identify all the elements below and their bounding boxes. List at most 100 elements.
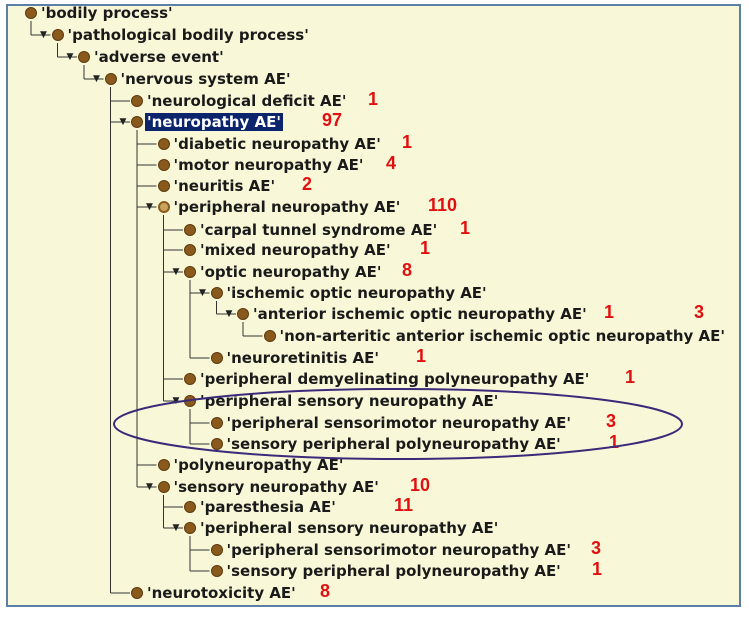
- tree-node[interactable]: 'mixed neuropathy AE': [171, 240, 393, 260]
- tree-node[interactable]: 'neurological deficit AE': [118, 91, 348, 111]
- class-node-icon: [131, 587, 143, 599]
- tree-node[interactable]: 'sensory peripheral polyneuropathy AE': [198, 561, 563, 581]
- expand-toggle-icon[interactable]: ▼: [172, 523, 180, 533]
- expand-toggle-icon[interactable]: ▼: [146, 482, 153, 492]
- class-node-icon: [210, 352, 223, 364]
- tree-node-label[interactable]: 'paresthesia AE': [200, 498, 336, 516]
- class-node-icon: [184, 395, 196, 407]
- class-node-icon: [157, 481, 170, 493]
- tree-node[interactable]: ▼ 'pathological bodily process': [39, 25, 311, 45]
- expand-toggle-icon[interactable]: ▼: [225, 309, 233, 319]
- tree-node-label[interactable]: 'nervous system AE': [120, 70, 291, 88]
- toggle-spacer: [145, 455, 155, 475]
- tree-node-label[interactable]: 'peripheral sensorimotor neuropathy AE': [226, 414, 572, 432]
- tree-node-label[interactable]: 'anterior ischemic optic neuropathy AE': [253, 305, 587, 323]
- toggle-spacer: [145, 176, 155, 196]
- class-node-icon: [157, 159, 170, 171]
- tree-node[interactable]: 'neurotoxicity AE': [118, 583, 298, 603]
- tree-node[interactable]: 'polyneuropathy AE': [145, 455, 346, 475]
- class-node-icon: [210, 565, 223, 577]
- toggle-spacer: [145, 134, 155, 154]
- toggle-spacer: [251, 326, 261, 346]
- tree-node[interactable]: 'sensory peripheral polyneuropathy AE': [198, 434, 563, 454]
- tree-node-label[interactable]: 'neurological deficit AE': [147, 92, 347, 110]
- toggle-spacer: [171, 220, 181, 240]
- class-node-icon: [78, 51, 90, 63]
- toggle-spacer: [171, 369, 181, 389]
- tree-node-label[interactable]: 'mixed neuropathy AE': [200, 241, 391, 259]
- expand-toggle-icon[interactable]: ▼: [119, 117, 127, 127]
- tree-node-label[interactable]: 'optic neuropathy AE': [200, 263, 382, 281]
- expand-toggle-icon[interactable]: ▼: [66, 52, 74, 62]
- tree-node-label[interactable]: 'peripheral sensory neuropathy AE': [200, 519, 499, 537]
- tree-node[interactable]: ▼ 'optic neuropathy AE': [171, 262, 383, 282]
- expand-toggle-icon[interactable]: ▼: [40, 30, 47, 40]
- tree-node[interactable]: 'peripheral sensorimotor neuropathy AE': [198, 540, 574, 560]
- annotation-count: 1: [416, 346, 427, 366]
- tree-node[interactable]: ▼ 'peripheral sensory neuropathy AE': [171, 391, 500, 411]
- annotation-count: 1: [609, 432, 620, 452]
- annotation-count: 3: [591, 538, 602, 558]
- tree-node[interactable]: ▼ 'nervous system AE': [92, 69, 293, 89]
- tree-node[interactable]: 'non-arteritic anterior ischemic optic n…: [251, 326, 727, 346]
- tree-node-label[interactable]: 'adverse event': [94, 48, 224, 66]
- tree-node[interactable]: ▼ 'adverse event': [65, 47, 226, 67]
- tree-node-label[interactable]: 'peripheral sensorimotor neuropathy AE': [226, 541, 572, 559]
- expand-toggle-icon[interactable]: ▼: [199, 288, 206, 298]
- tree-node-label[interactable]: 'ischemic optic neuropathy AE': [226, 284, 487, 302]
- class-node-icon: [157, 180, 170, 192]
- expand-toggle-icon[interactable]: ▼: [146, 202, 153, 212]
- class-node-icon: [237, 308, 249, 320]
- class-node-icon: [263, 330, 276, 342]
- tree-node[interactable]: 'bodily process': [12, 3, 175, 23]
- tree-node[interactable]: 'neuroretinitis AE': [198, 348, 381, 368]
- tree-node-label[interactable]: 'motor neuropathy AE': [173, 156, 364, 174]
- class-node-icon: [104, 73, 117, 85]
- expand-toggle-icon[interactable]: ▼: [172, 267, 180, 277]
- tree-node[interactable]: 'peripheral sensorimotor neuropathy AE': [198, 413, 574, 433]
- tree-node[interactable]: ▼ 'sensory neuropathy AE': [145, 477, 381, 497]
- tree-node[interactable]: ▼ 'peripheral neuropathy AE': [145, 197, 403, 217]
- tree-node[interactable]: 'motor neuropathy AE': [145, 155, 366, 175]
- class-node-icon: [210, 417, 223, 429]
- tree-node-label[interactable]: 'peripheral demyelinating polyneuropathy…: [200, 370, 590, 388]
- toggle-spacer: [171, 240, 181, 260]
- tree-node-label[interactable]: 'non-arteritic anterior ischemic optic n…: [279, 327, 725, 345]
- annotation-count: 1: [460, 218, 471, 238]
- tree-node[interactable]: 'paresthesia AE': [171, 497, 338, 517]
- tree-node-label[interactable]: 'bodily process': [41, 4, 173, 22]
- tree-node[interactable]: 'carpal tunnel syndrome AE': [171, 220, 439, 240]
- tree-node-label[interactable]: 'pathological bodily process': [67, 26, 309, 44]
- tree-node-label[interactable]: 'sensory peripheral polyneuropathy AE': [226, 562, 561, 580]
- class-node-icon: [184, 244, 196, 256]
- tree-node-label[interactable]: 'neuropathy AE': [145, 113, 283, 131]
- annotation-count: 1: [604, 302, 615, 322]
- tree-node-label[interactable]: 'sensory neuropathy AE': [173, 478, 379, 496]
- expand-toggle-icon[interactable]: ▼: [172, 396, 180, 406]
- tree-node[interactable]: 'neuritis AE': [145, 176, 278, 196]
- tree-node-label[interactable]: 'peripheral neuropathy AE': [173, 198, 401, 216]
- tree-node-label[interactable]: 'polyneuropathy AE': [173, 456, 344, 474]
- tree-node-label[interactable]: 'carpal tunnel syndrome AE': [200, 221, 438, 239]
- tree-node-label[interactable]: 'neurotoxicity AE': [147, 584, 296, 602]
- tree-node-label[interactable]: 'neuritis AE': [173, 177, 276, 195]
- class-node-icon: [51, 29, 64, 41]
- tree-node[interactable]: 'peripheral demyelinating polyneuropathy…: [171, 369, 591, 389]
- class-node-icon: [184, 224, 196, 236]
- class-node-icon: [184, 522, 196, 534]
- tree-node-label[interactable]: 'neuroretinitis AE': [226, 349, 379, 367]
- class-node-icon: [157, 138, 170, 150]
- class-node-icon: [210, 287, 223, 299]
- tree-node[interactable]: 'diabetic neuropathy AE': [145, 134, 383, 154]
- tree-node-label[interactable]: 'diabetic neuropathy AE': [173, 135, 381, 153]
- tree-node[interactable]: ▼ 'neuropathy AE': [118, 112, 283, 132]
- annotation-count: 110: [428, 195, 458, 215]
- tree-node-label[interactable]: 'sensory peripheral polyneuropathy AE': [226, 435, 561, 453]
- expand-toggle-icon[interactable]: ▼: [93, 74, 100, 84]
- tree-node[interactable]: ▼ 'ischemic optic neuropathy AE': [198, 283, 489, 303]
- annotation-count: 1: [402, 132, 413, 152]
- tree-node-label[interactable]: 'peripheral sensory neuropathy AE': [200, 392, 499, 410]
- tree-node[interactable]: ▼ 'peripheral sensory neuropathy AE': [171, 518, 500, 538]
- tree-node[interactable]: ▼ 'anterior ischemic optic neuropathy AE': [224, 304, 589, 324]
- class-node-icon: [131, 116, 143, 128]
